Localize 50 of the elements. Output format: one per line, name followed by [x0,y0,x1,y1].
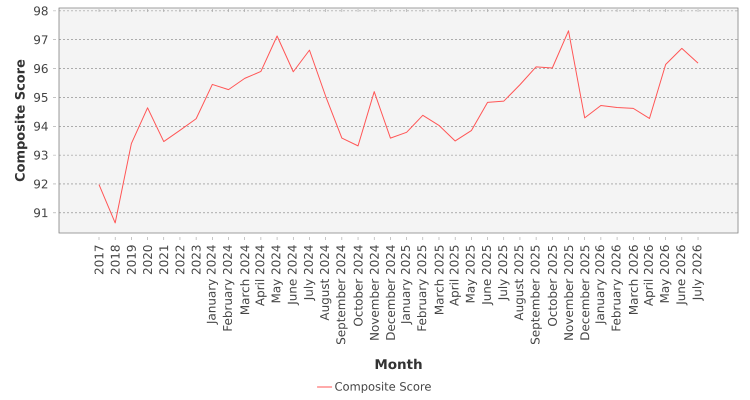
x-tick-label: March 2026 [628,245,638,314]
x-axis-title: Month [376,358,422,370]
x-tick-label: January 2024 [206,245,218,325]
y-tick-label: 95 [34,92,48,102]
x-tick-label: 2023 [192,245,201,274]
x-tick-label: June 2024 [288,245,299,306]
y-axis-title: Composite Score [14,60,28,182]
x-tick-label: February 2026 [611,245,623,331]
y-tick-label: 96 [34,64,48,74]
x-tick-label: 2017 [94,246,104,274]
x-tick-label: April 2026 [644,245,656,306]
x-tick-label: 2018 [110,245,120,274]
x-tick-label: August 2025 [514,246,526,320]
x-tick-label: October 2024 [353,245,363,326]
x-tick-label: November 2024 [370,245,379,340]
x-tick-label: May 2024 [271,245,283,302]
y-tick-label: 97 [34,35,48,44]
x-tick-label: December 2024 [386,245,396,340]
y-tick-label: 91 [34,208,48,218]
x-tick-label: September 2024 [336,245,348,344]
x-tick-label: January 2025 [400,246,412,325]
x-tick-label: March 2024 [240,245,250,314]
y-tick-label: 94 [34,122,48,131]
x-tick-label: 2020 [143,245,152,274]
x-tick-label: January 2026 [595,245,607,325]
x-tick-label: September 2025 [530,246,542,344]
x-tick-label: July 2025 [498,246,510,301]
y-tick-label: 93 [34,150,48,160]
x-tick-label: April 2025 [449,246,461,306]
x-tick-label: 2019 [126,245,136,274]
x-tick-label: July 2024 [304,245,316,301]
x-tick-label: 2021 [159,246,168,274]
y-tick-label: 98 [34,6,48,16]
x-tick-label: April 2024 [255,245,267,306]
x-tick-label: July 2026 [692,245,704,301]
x-tick-label: December 2025 [580,246,590,340]
line-series [98,30,699,224]
x-tick-label: March 2025 [434,246,444,314]
x-tick-label: May 2026 [660,245,672,302]
x-tick-label: October 2025 [548,246,557,326]
x-tick-label: June 2025 [482,246,494,306]
y-tick-label: 92 [34,179,48,188]
x-tick-label: February 2025 [417,246,429,331]
x-tick-label: June 2026 [676,245,688,306]
x-tick-label: August 2024 [320,245,332,320]
x-tick-label: May 2025 [466,246,478,302]
x-tick-label: February 2024 [222,245,234,331]
x-tick-label: 2022 [175,246,184,274]
legend-label: Composite Score [335,382,431,393]
x-tick-label: November 2025 [564,246,574,340]
